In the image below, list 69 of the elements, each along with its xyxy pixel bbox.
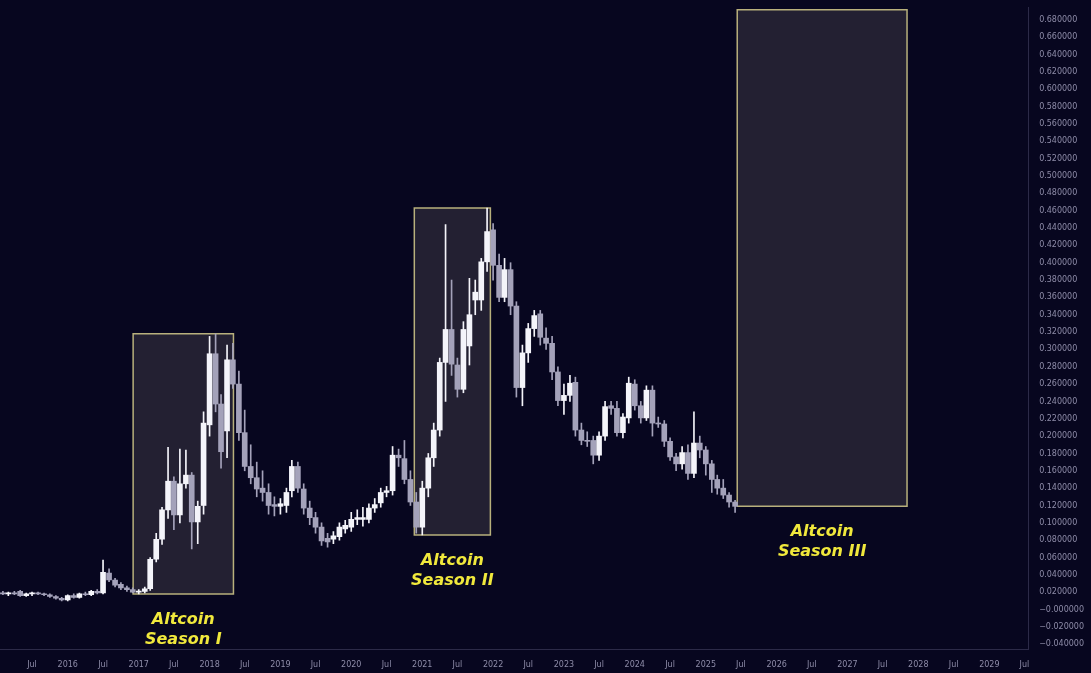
y-tick-label: 0.400000 xyxy=(1039,257,1078,267)
x-tick-label: 2027 xyxy=(837,660,858,670)
y-tick-label: 0.300000 xyxy=(1039,344,1078,354)
y-tick-label: 0.580000 xyxy=(1039,101,1078,111)
x-tick-label: 2023 xyxy=(553,660,575,670)
x-tick-label: 2016 xyxy=(57,660,78,670)
x-tick-label: 2021 xyxy=(412,660,433,670)
y-tick-label: 0.100000 xyxy=(1039,517,1078,527)
x-tick-label: Jul xyxy=(1018,660,1030,670)
y-tick-label: 0.460000 xyxy=(1039,205,1078,215)
x-tick-label: 2028 xyxy=(908,660,929,670)
x-tick-label: Jul xyxy=(168,660,179,670)
x-tick-label: Jul xyxy=(451,660,463,670)
x-tick-label: 2029 xyxy=(979,660,1000,670)
band-label: Altcoin Season II xyxy=(411,550,494,590)
x-tick-label: Jul xyxy=(97,660,108,670)
y-tick-label: 0.080000 xyxy=(1039,535,1078,545)
x-tick-label: Jul xyxy=(309,660,321,670)
y-tick-label: 0.160000 xyxy=(1039,465,1078,475)
y-tick-label: −0.000000 xyxy=(1039,604,1084,614)
x-tick-label: 2025 xyxy=(695,660,716,670)
x-tick-label: Jul xyxy=(805,660,817,670)
y-tick-label: 0.280000 xyxy=(1039,361,1078,371)
y-tick-label: 0.480000 xyxy=(1039,188,1078,198)
x-tick-label: Jul xyxy=(380,660,392,670)
y-tick-label: 0.620000 xyxy=(1039,67,1078,77)
y-tick-label: 0.040000 xyxy=(1039,569,1078,579)
x-tick-label: 2022 xyxy=(482,660,504,670)
y-tick-label: 0.640000 xyxy=(1039,49,1078,59)
x-tick-label: 2020 xyxy=(341,660,362,670)
y-tick-label: 0.420000 xyxy=(1039,240,1078,250)
y-tick-label: 0.560000 xyxy=(1039,119,1078,129)
y-tick-label: −0.020000 xyxy=(1039,621,1084,631)
x-tick-label: 2026 xyxy=(766,660,787,670)
y-tick-label: 0.600000 xyxy=(1039,84,1078,94)
y-tick-label: 0.180000 xyxy=(1039,448,1078,458)
y-tick-label: 0.200000 xyxy=(1039,431,1078,441)
y-tick-label: 0.360000 xyxy=(1039,292,1078,302)
y-tick-label: 0.120000 xyxy=(1039,500,1078,510)
y-tick-label: 0.240000 xyxy=(1039,396,1078,406)
x-tick-label: Jul xyxy=(238,660,250,670)
x-tick-label: Jul xyxy=(593,660,604,670)
y-tick-label: 0.440000 xyxy=(1039,223,1078,233)
x-tick-label: 2018 xyxy=(199,660,220,670)
y-tick-label: 0.500000 xyxy=(1039,171,1078,181)
y-tick-label: −0.040000 xyxy=(1039,639,1084,649)
band-label: Altcoin Season III xyxy=(777,521,867,561)
y-tick-label: 0.660000 xyxy=(1039,32,1078,42)
y-tick-label: 0.540000 xyxy=(1039,136,1078,146)
y-tick-label: 0.380000 xyxy=(1039,275,1078,285)
y-tick-label: 0.520000 xyxy=(1039,153,1078,163)
y-tick-label: 0.340000 xyxy=(1039,309,1078,319)
band-label: Altcoin Season I xyxy=(144,609,222,649)
y-tick-label: 0.140000 xyxy=(1039,483,1078,493)
x-tick-label: Jul xyxy=(522,660,534,670)
x-tick-label: 2024 xyxy=(624,660,645,670)
x-tick-label: Jul xyxy=(876,660,888,670)
y-tick-label: 0.320000 xyxy=(1039,327,1078,337)
y-tick-label: 0.060000 xyxy=(1039,552,1078,562)
x-tick-label: Jul xyxy=(26,660,37,670)
x-tick-label: Jul xyxy=(664,660,675,670)
y-tick-label: 0.020000 xyxy=(1039,587,1078,597)
x-tick-label: 2019 xyxy=(270,660,291,670)
y-tick-label: 0.680000 xyxy=(1039,15,1078,25)
x-tick-label: Jul xyxy=(735,660,746,670)
y-tick-label: 0.260000 xyxy=(1039,379,1078,389)
y-tick-label: 0.220000 xyxy=(1039,413,1078,423)
x-tick-label: Jul xyxy=(947,660,959,670)
x-tick-label: 2017 xyxy=(128,660,149,670)
